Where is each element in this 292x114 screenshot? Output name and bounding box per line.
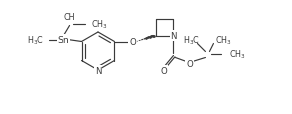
Text: CH$_3$: CH$_3$ — [91, 18, 107, 30]
Text: CH$_3$: CH$_3$ — [215, 34, 232, 46]
Text: CH: CH — [64, 13, 75, 22]
Text: Sn: Sn — [58, 36, 69, 45]
Text: N: N — [95, 66, 101, 75]
Text: H$_3$C: H$_3$C — [27, 34, 45, 46]
Text: O: O — [129, 38, 136, 47]
Text: CH$_3$: CH$_3$ — [230, 48, 246, 60]
Text: N: N — [170, 32, 177, 41]
Text: O: O — [160, 66, 167, 75]
Text: H$_3$C: H$_3$C — [183, 34, 200, 46]
Text: O: O — [186, 60, 193, 68]
